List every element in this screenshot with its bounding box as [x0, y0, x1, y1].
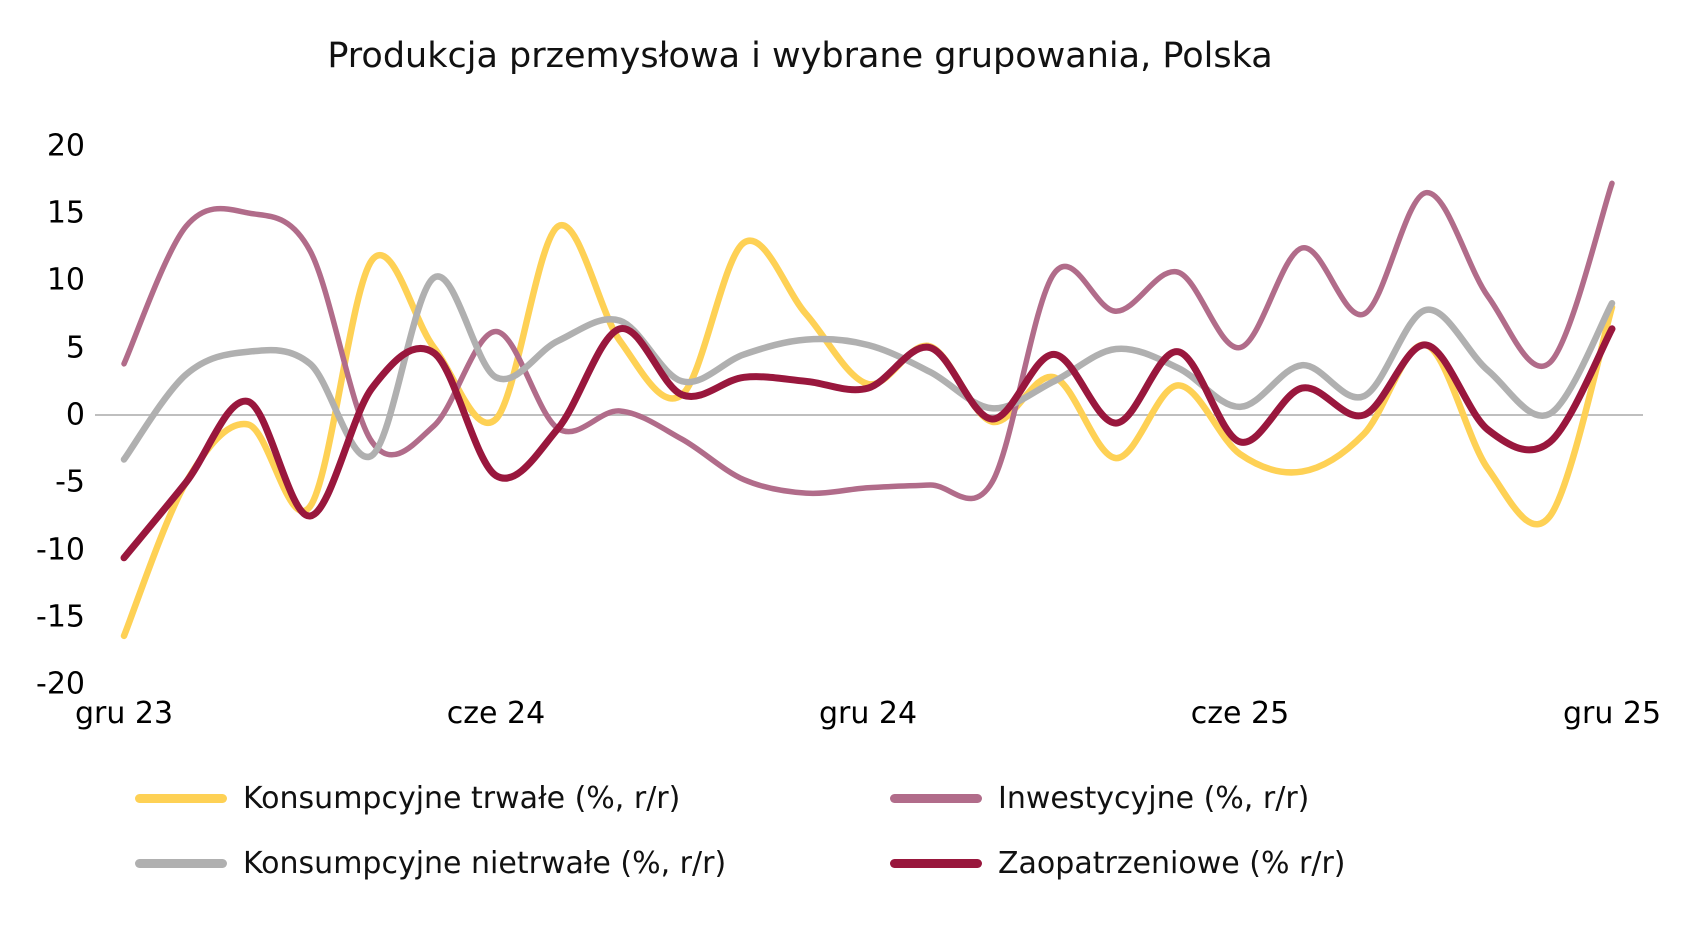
legend-item-inwestycyjne: Inwestycyjne (%, r/r)	[890, 778, 1309, 818]
chart-title: Produkcja przemysłowa i wybrane grupowan…	[327, 36, 1273, 76]
y-axis-tick-label: 10	[46, 262, 85, 298]
x-axis-tick-label: gru 25	[1562, 696, 1662, 731]
y-axis-tick-label: 0	[65, 397, 85, 433]
legend-item-konsumpcyjne-nietrwale: Konsumpcyjne nietrwałe (%, r/r)	[135, 843, 726, 883]
legend-label-inwestycyjne: Inwestycyjne (%, r/r)	[998, 780, 1310, 816]
y-axis-tick-label: -20	[36, 666, 85, 702]
series-line-zaopatrzeniowe-r-r	[120, 325, 1616, 562]
series-line-konsumpcyjne-trwa-e-r-r	[120, 222, 1616, 640]
legend-swatch-zaopatrzeniowe	[890, 858, 982, 868]
y-axis-tick-label: 5	[65, 330, 85, 366]
legend-label-konsumpcyjne-nietrwale: Konsumpcyjne nietrwałe (%, r/r)	[243, 845, 727, 881]
legend-swatch-konsumpcyjne-trwale	[135, 793, 227, 803]
y-axis-tick-label: -5	[55, 464, 85, 500]
legend-label-zaopatrzeniowe: Zaopatrzeniowe (% r/r)	[998, 845, 1346, 881]
series-line-inwestycyjne-r-r	[121, 180, 1615, 502]
legend-swatch-inwestycyjne	[890, 793, 982, 803]
x-axis-tick-label: gru 24	[818, 696, 918, 731]
y-axis-tick-label: -10	[36, 532, 85, 568]
legend-item-konsumpcyjne-trwale: Konsumpcyjne trwałe (%, r/r)	[135, 778, 680, 818]
y-axis-tick-label: 15	[46, 195, 85, 231]
legend-label-konsumpcyjne-trwale: Konsumpcyjne trwałe (%, r/r)	[243, 780, 681, 816]
x-axis-tick-label: cze 24	[446, 696, 546, 731]
legend-swatch-konsumpcyjne-nietrwale	[135, 858, 227, 868]
y-axis-tick-label: 20	[46, 128, 85, 164]
series-line-konsumpcyjne-nietrwa-e-r-r	[120, 273, 1616, 463]
x-axis-tick-label: gru 23	[74, 696, 174, 731]
legend-item-zaopatrzeniowe: Zaopatrzeniowe (% r/r)	[890, 843, 1345, 883]
y-axis-tick-label: -15	[36, 599, 85, 635]
x-axis-tick-label: cze 25	[1190, 696, 1290, 731]
